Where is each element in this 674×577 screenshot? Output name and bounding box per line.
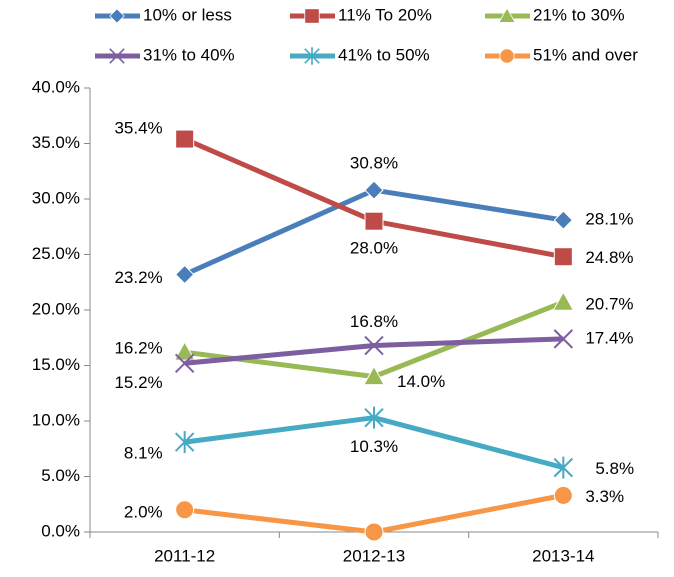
data-label: 14.0% xyxy=(397,372,445,391)
marker xyxy=(553,329,574,349)
marker xyxy=(173,341,196,361)
marker xyxy=(498,7,516,23)
data-label: 17.4% xyxy=(585,328,633,347)
marker xyxy=(109,48,125,64)
data-label: 35.4% xyxy=(114,119,162,138)
legend-item: 51% and over xyxy=(485,45,638,64)
legend-label: 31% to 40% xyxy=(143,45,235,64)
y-tick-label: 30.0% xyxy=(32,188,80,207)
data-label: 16.2% xyxy=(114,339,162,358)
legend-label: 41% to 50% xyxy=(338,45,430,64)
y-tick-label: 25.0% xyxy=(32,244,80,263)
marker xyxy=(175,129,195,149)
y-tick-label: 0.0% xyxy=(41,521,80,540)
series xyxy=(173,291,575,386)
marker xyxy=(499,48,515,64)
data-label: 23.2% xyxy=(114,268,162,287)
y-tick-label: 20.0% xyxy=(32,299,80,318)
marker xyxy=(553,210,574,230)
marker xyxy=(553,247,573,267)
series xyxy=(174,329,574,373)
legend-label: 21% to 30% xyxy=(533,5,625,24)
y-tick-label: 35.0% xyxy=(32,133,80,152)
marker xyxy=(364,406,384,429)
series xyxy=(174,406,574,479)
series xyxy=(175,485,573,542)
x-tick-label: 2013-14 xyxy=(532,546,594,565)
marker xyxy=(364,335,384,356)
marker xyxy=(364,211,384,231)
data-label: 24.8% xyxy=(585,248,633,267)
series xyxy=(175,129,573,267)
data-label: 8.1% xyxy=(124,444,163,463)
legend-label: 51% and over xyxy=(533,45,638,64)
legend-label: 11% To 20% xyxy=(338,5,432,24)
legend-item: 41% to 50% xyxy=(290,45,430,65)
marker xyxy=(553,456,574,479)
marker xyxy=(304,8,320,24)
marker xyxy=(552,291,575,311)
marker xyxy=(364,180,384,200)
marker xyxy=(174,264,195,285)
legend-item: 10% or less xyxy=(95,5,232,24)
data-label: 3.3% xyxy=(585,487,624,506)
data-label: 5.8% xyxy=(595,459,634,478)
data-label: 2.0% xyxy=(124,502,163,521)
legend-item: 31% to 40% xyxy=(95,45,235,64)
series xyxy=(174,180,574,285)
y-tick-label: 15.0% xyxy=(32,355,80,374)
legend-item: 21% to 30% xyxy=(485,5,625,24)
marker xyxy=(175,500,195,520)
data-label: 30.8% xyxy=(350,154,398,173)
marker xyxy=(363,365,385,386)
data-label: 28.1% xyxy=(585,210,633,229)
y-tick-label: 5.0% xyxy=(41,466,80,485)
y-tick-label: 10.0% xyxy=(32,410,80,429)
marker xyxy=(174,353,195,373)
marker xyxy=(109,8,125,24)
line xyxy=(183,187,564,277)
data-label: 15.2% xyxy=(114,373,162,392)
marker xyxy=(364,522,384,542)
marker xyxy=(304,47,320,65)
data-label: 28.0% xyxy=(350,239,398,258)
marker xyxy=(174,431,195,454)
data-label: 20.7% xyxy=(585,295,633,314)
x-tick-label: 2011-12 xyxy=(154,546,215,565)
line xyxy=(184,336,564,366)
marker xyxy=(553,485,573,505)
legend-item: 11% To 20% xyxy=(290,5,432,24)
x-tick-label: 2012-13 xyxy=(343,546,405,565)
legend-label: 10% or less xyxy=(143,5,232,24)
data-label: 16.8% xyxy=(350,312,398,331)
data-label: 10.3% xyxy=(350,437,398,456)
y-tick-label: 40.0% xyxy=(32,77,80,96)
